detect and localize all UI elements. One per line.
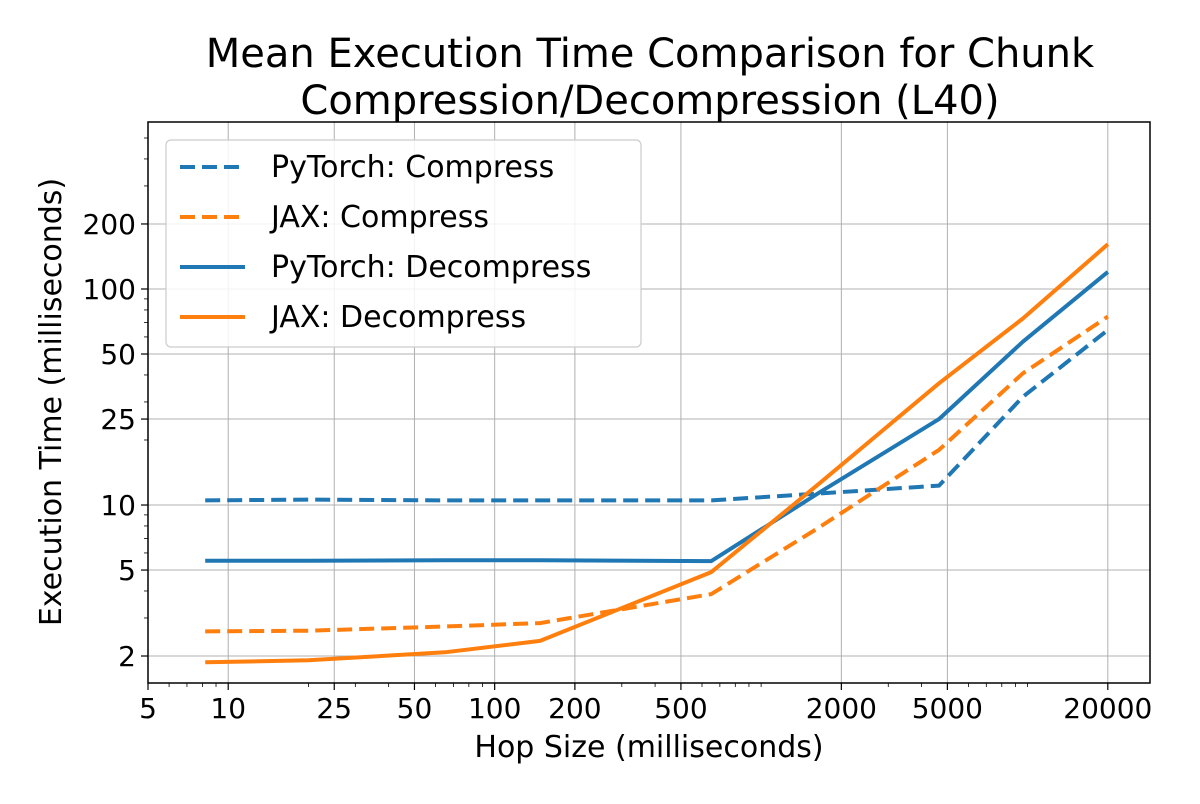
x-axis-label: Hop Size (milliseconds) bbox=[474, 730, 823, 765]
legend-label: JAX: Compress bbox=[269, 200, 489, 235]
series-line-1 bbox=[205, 317, 1108, 632]
y-axis-label: Execution Time (milliseconds) bbox=[34, 178, 69, 626]
chart-title-line-1: Mean Execution Time Comparison for Chunk bbox=[206, 31, 1095, 77]
y-tick-label: 200 bbox=[83, 208, 136, 241]
x-tick-label: 25 bbox=[316, 692, 352, 725]
legend: PyTorch: Compress JAX: Compress PyTorch: D… bbox=[166, 140, 641, 347]
legend-label: PyTorch: Compress bbox=[271, 150, 554, 185]
y-tick-label: 10 bbox=[100, 489, 136, 522]
x-tick-label: 500 bbox=[654, 692, 707, 725]
y-tick-label: 25 bbox=[100, 403, 136, 436]
x-tick-label: 10 bbox=[210, 692, 246, 725]
x-tick-label: 50 bbox=[397, 692, 433, 725]
legend-label: PyTorch: Decompress bbox=[271, 250, 591, 285]
x-tick-label: 5000 bbox=[912, 692, 983, 725]
x-tick-label: 100 bbox=[468, 692, 521, 725]
x-tick-label: 200 bbox=[548, 692, 601, 725]
x-tick-label: 20000 bbox=[1063, 692, 1152, 725]
x-tick-label: 5 bbox=[139, 692, 157, 725]
y-tick-label: 5 bbox=[118, 554, 136, 587]
y-tick-label: 50 bbox=[100, 338, 136, 371]
chart-title-line-2: Compression/Decompression (L40) bbox=[300, 78, 999, 124]
x-tick-label: 2000 bbox=[806, 692, 877, 725]
legend-label: JAX: Decompress bbox=[269, 300, 526, 335]
y-tick-label: 2 bbox=[118, 640, 136, 673]
y-tick-label: 100 bbox=[83, 273, 136, 306]
